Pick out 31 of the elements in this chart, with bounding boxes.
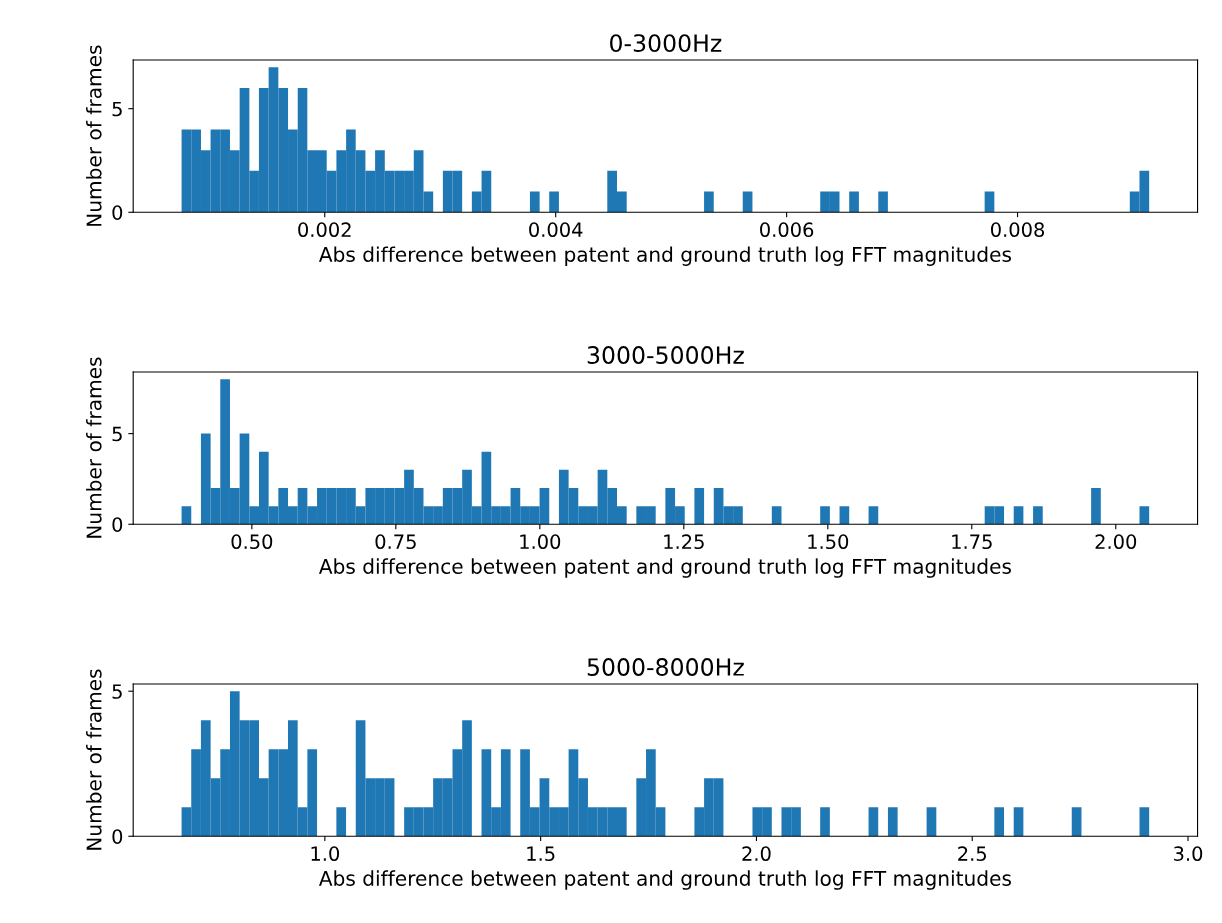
x-tick-label: 2.5 bbox=[958, 846, 986, 862]
x-axis-title: Abs difference between patent and ground truth log FFT magnitudes bbox=[318, 246, 1011, 266]
chart-title: 3000-5000Hz bbox=[587, 346, 744, 364]
x-tick-label: 1.50 bbox=[808, 534, 849, 550]
y-axis-title: Number of frames bbox=[86, 45, 102, 226]
chart-title: 5000-8000Hz bbox=[587, 658, 744, 676]
x-tick-label: 1.00 bbox=[520, 534, 561, 550]
x-tick-label: 3.0 bbox=[1174, 846, 1203, 862]
x-tick-label: 1.5 bbox=[527, 846, 555, 862]
x-tick-label: 2.00 bbox=[1095, 534, 1137, 550]
x-tick-label: 1.75 bbox=[952, 534, 992, 550]
y-tick-label: 0 bbox=[112, 829, 123, 844]
y-tick-label: 0 bbox=[112, 205, 123, 220]
y-axis-title: Number of frames bbox=[86, 357, 102, 538]
x-tick-label: 2.0 bbox=[742, 846, 771, 862]
x-tick-label: 1.0 bbox=[311, 846, 340, 862]
x-tick-label: 0.004 bbox=[529, 222, 583, 238]
chart-title: 0-3000Hz bbox=[610, 34, 722, 52]
y-tick-label: 0 bbox=[112, 517, 123, 532]
x-tick-label: 0.75 bbox=[375, 534, 416, 550]
y-axis-title: Number of frames bbox=[86, 669, 102, 850]
x-axis-title: Abs difference between patent and ground truth log FFT magnitudes bbox=[318, 870, 1011, 890]
x-tick-label: 0.002 bbox=[298, 222, 351, 238]
y-tick-label: 5 bbox=[112, 684, 122, 699]
y-tick-label: 5 bbox=[112, 426, 122, 442]
x-tick-label: 0.008 bbox=[991, 222, 1045, 238]
y-tick-label: 5 bbox=[112, 101, 122, 117]
x-tick-label: 0.50 bbox=[231, 534, 273, 550]
x-tick-label: 1.25 bbox=[664, 534, 704, 550]
x-tick-label: 0.006 bbox=[760, 222, 814, 238]
x-axis-title: Abs difference between patent and ground truth log FFT magnitudes bbox=[318, 558, 1011, 578]
